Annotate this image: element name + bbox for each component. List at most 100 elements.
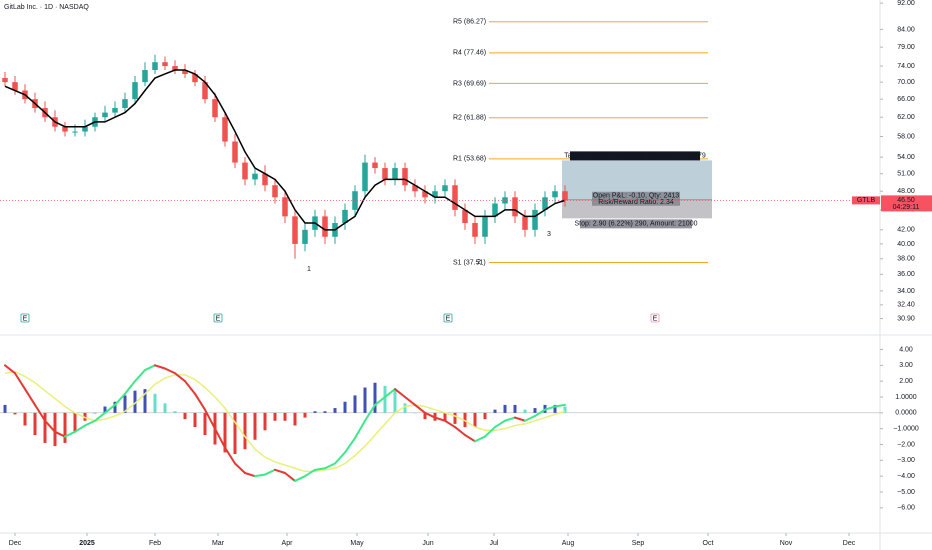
macd-segment bbox=[44, 419, 56, 433]
macd-segment bbox=[514, 416, 526, 422]
macd-segment bbox=[64, 430, 76, 438]
macd-segment bbox=[264, 468, 276, 476]
y-tick-label: 70.00 bbox=[897, 79, 915, 86]
macd-segment bbox=[544, 405, 556, 411]
x-tick-label: Mar bbox=[212, 540, 225, 547]
x-tick-label: Jul bbox=[490, 540, 499, 547]
macd-segment bbox=[114, 392, 126, 406]
earnings-marker bbox=[213, 313, 223, 323]
baseline-line bbox=[4, 69, 566, 231]
candle-body bbox=[522, 216, 528, 230]
macd-histogram-bar bbox=[393, 389, 397, 413]
candle-body bbox=[542, 197, 548, 210]
x-tick-label: Apr bbox=[282, 540, 294, 547]
candle-body bbox=[222, 117, 228, 142]
candle-body bbox=[512, 197, 518, 217]
y-tick-label: 92.00 bbox=[897, 0, 915, 7]
macd-histogram-bar bbox=[13, 412, 17, 415]
macd-segment bbox=[34, 403, 46, 422]
macd-histogram-bar bbox=[93, 412, 97, 414]
macd-segment bbox=[164, 367, 176, 375]
macd-histogram-bar bbox=[523, 409, 527, 413]
y-tick-label: 74.00 bbox=[897, 63, 915, 70]
macd-segment bbox=[274, 468, 286, 474]
macd-histogram-bar bbox=[143, 389, 147, 413]
macd-histogram-bar bbox=[233, 412, 237, 454]
symbol-tag bbox=[852, 196, 880, 205]
candle-body bbox=[272, 185, 278, 198]
earnings-marker bbox=[443, 313, 453, 323]
ratio-text: Risk/Reward Ratio: 2.34 bbox=[598, 199, 674, 206]
macd-histogram-bar bbox=[373, 382, 377, 413]
macd-histogram-bar bbox=[533, 408, 537, 413]
target-text: Target: 6.80 (14.59%) 680, Amount: 44413… bbox=[564, 153, 706, 160]
macd-segment bbox=[414, 403, 426, 414]
earnings-label: E bbox=[653, 315, 658, 322]
chart-title: GitLab Inc. · 1D · NASDAQ bbox=[4, 4, 89, 11]
y-tick-label: 30.90 bbox=[897, 315, 915, 322]
x-tick-label: Dec bbox=[9, 540, 22, 547]
macd-segment bbox=[74, 424, 86, 433]
macd-histogram-bar bbox=[263, 412, 267, 431]
x-tick-label: Nov bbox=[780, 540, 793, 547]
macd-segment bbox=[224, 446, 236, 465]
macd-histogram-bar bbox=[513, 404, 517, 413]
macd-segment bbox=[314, 467, 326, 471]
macd-segment bbox=[454, 426, 466, 436]
candle-body bbox=[142, 70, 148, 83]
y-tick-label: 51.00 bbox=[897, 171, 915, 178]
macd-histogram-bar bbox=[553, 404, 557, 413]
macd-segment bbox=[394, 388, 406, 398]
macd-segment bbox=[324, 462, 336, 470]
macd-histogram-bar bbox=[283, 412, 287, 421]
candle-body bbox=[62, 126, 68, 132]
macd-segment bbox=[534, 408, 546, 417]
macd-histogram-bar bbox=[203, 412, 207, 435]
y-tick-label: 40.00 bbox=[897, 241, 915, 248]
pivot-label: R3 (69.69) bbox=[453, 80, 486, 87]
candle-body bbox=[152, 62, 158, 71]
candle-body bbox=[352, 191, 358, 210]
macd-histogram-bar bbox=[563, 406, 567, 413]
macd-segment bbox=[524, 415, 536, 422]
candle-body bbox=[82, 126, 88, 132]
macd-histogram-bar bbox=[173, 411, 177, 413]
macd-histogram-bar bbox=[153, 393, 157, 413]
candle-body bbox=[382, 168, 388, 180]
macd-histogram-bar bbox=[483, 412, 487, 420]
macd-segment bbox=[4, 364, 16, 375]
macd-tick-label: 0.0000 bbox=[895, 410, 917, 417]
candle-body bbox=[502, 197, 508, 204]
candle-body bbox=[532, 209, 538, 230]
y-tick-label: 38.00 bbox=[897, 256, 915, 263]
y-tick-label: 42.00 bbox=[897, 227, 915, 234]
pivot-label: R5 (86.27) bbox=[453, 19, 486, 26]
macd-tick-label: −4.00 bbox=[897, 473, 915, 480]
macd-histogram-bar bbox=[223, 412, 227, 453]
macd-segment bbox=[284, 472, 296, 482]
macd-segment bbox=[184, 380, 196, 395]
macd-segment bbox=[94, 411, 106, 422]
x-tick-label: Dec bbox=[843, 540, 856, 547]
macd-histogram-bar bbox=[413, 412, 417, 414]
macd-segment bbox=[384, 388, 396, 398]
macd-segment bbox=[304, 468, 316, 478]
macd-segment bbox=[24, 388, 36, 406]
macd-segment bbox=[154, 364, 166, 370]
candle-body bbox=[422, 191, 428, 198]
candle-body bbox=[452, 185, 458, 210]
pivot-label: S1 (37.51) bbox=[453, 259, 486, 266]
macd-histogram-bar bbox=[343, 401, 347, 413]
macd-histogram-bar bbox=[493, 409, 497, 413]
macd-histogram-bar bbox=[423, 412, 427, 420]
earnings-label: E bbox=[446, 315, 451, 322]
macd-histogram-bar bbox=[383, 385, 387, 413]
candle-body bbox=[72, 131, 78, 133]
y-tick-label: 34.00 bbox=[897, 288, 915, 295]
macd-segment bbox=[504, 416, 516, 422]
y-tick-label: 66.00 bbox=[897, 96, 915, 103]
last-price-label: 46.50 bbox=[897, 197, 915, 204]
wave-label: 1 bbox=[307, 266, 311, 273]
macd-segment bbox=[84, 419, 96, 427]
